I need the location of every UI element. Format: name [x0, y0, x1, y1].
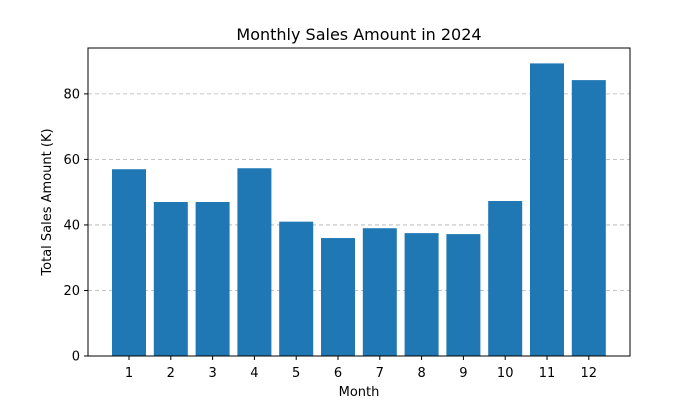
y-tick-label: 40 — [63, 218, 80, 233]
x-tick-label: 1 — [125, 366, 133, 381]
bar-month-4 — [237, 168, 272, 356]
bar-month-7 — [362, 228, 397, 356]
bar-month-9 — [446, 234, 481, 356]
y-axis-ticks: 0 20 40 60 80 — [63, 87, 88, 365]
y-tick-label: 80 — [63, 87, 80, 102]
bar-month-3 — [195, 202, 230, 356]
x-tick-label: 9 — [459, 366, 467, 381]
y-tick-label: 0 — [72, 350, 80, 365]
bar-month-8 — [404, 233, 439, 356]
y-tick-label: 20 — [63, 284, 80, 299]
x-tick-label: 6 — [334, 366, 342, 381]
y-tick-label: 60 — [63, 153, 80, 168]
x-tick-label: 2 — [167, 366, 175, 381]
bar-month-2 — [153, 202, 188, 356]
bar-month-6 — [321, 238, 355, 356]
x-tick-label: 10 — [497, 366, 514, 381]
bars — [112, 63, 606, 357]
x-tick-label: 4 — [250, 366, 258, 381]
x-tick-label: 11 — [539, 366, 556, 381]
x-tick-label: 12 — [581, 366, 598, 381]
x-tick-label: 8 — [417, 366, 425, 381]
y-axis-label: Total Sales Amount (K) — [40, 128, 55, 276]
chart-title: Monthly Sales Amount in 2024 — [236, 25, 481, 44]
bar-month-10 — [488, 201, 523, 356]
x-tick-label: 7 — [376, 366, 384, 381]
plot-area-frame — [87, 47, 631, 357]
x-tick-label: 3 — [208, 366, 216, 381]
bar-month-11 — [530, 63, 564, 357]
x-tick-label: 5 — [292, 366, 300, 381]
bar-month-1 — [112, 169, 146, 356]
bar-month-5 — [279, 221, 314, 356]
x-axis-ticks: 1 2 3 4 5 6 7 8 9 10 11 12 — [125, 356, 597, 381]
bar-month-12 — [571, 80, 606, 356]
x-axis-label: Month — [339, 385, 380, 400]
